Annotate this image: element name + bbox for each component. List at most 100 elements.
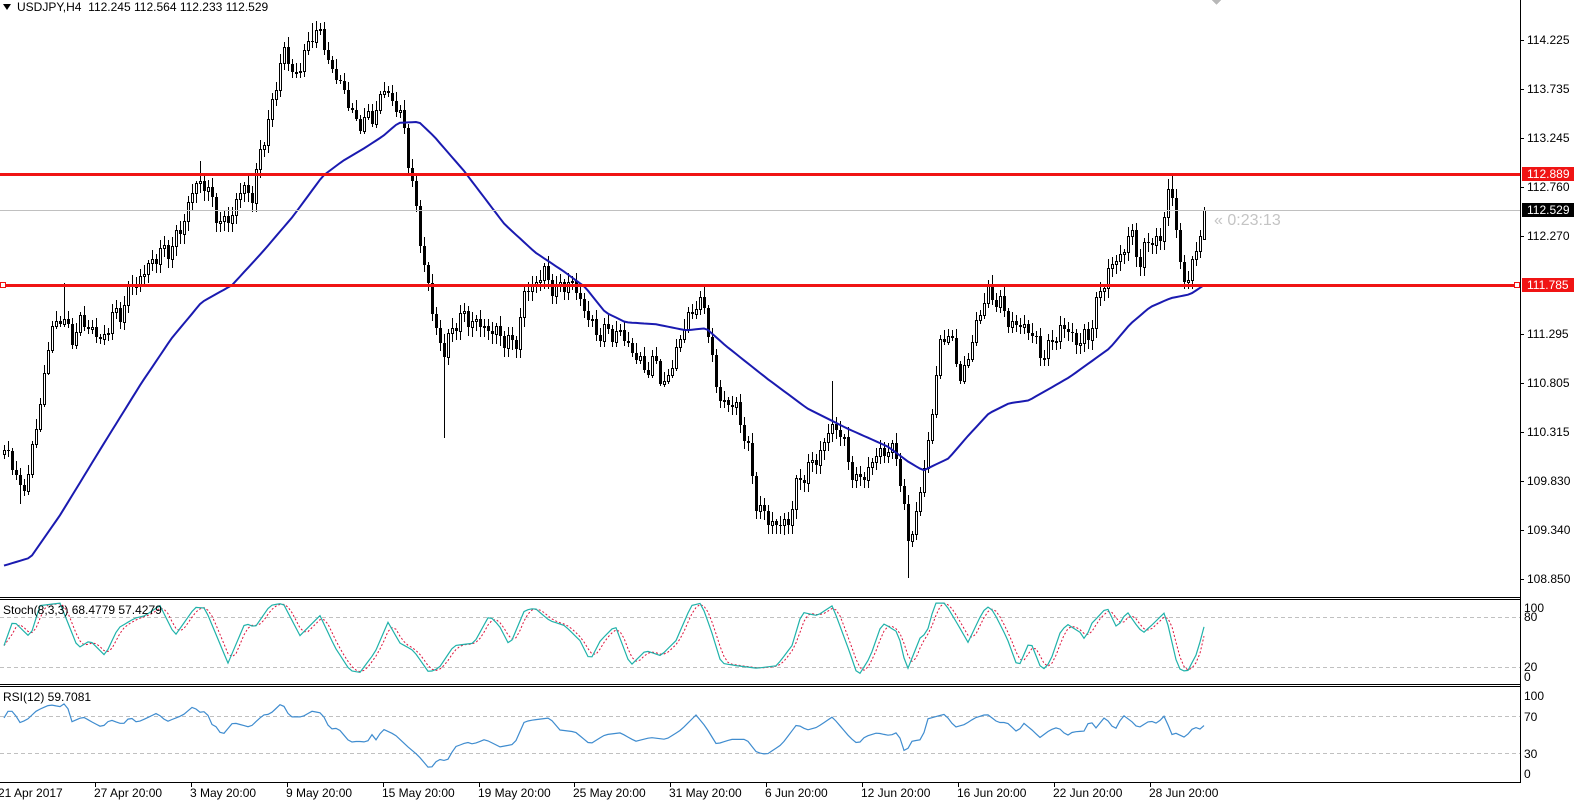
triangle-down-icon[interactable] — [3, 4, 11, 10]
time-axis-tick — [958, 783, 959, 787]
candle — [375, 101, 378, 128]
rsi-panel[interactable] — [0, 703, 1520, 768]
candle — [563, 279, 566, 300]
candle — [867, 457, 870, 488]
candle — [759, 496, 762, 519]
price-axis-tick — [1520, 579, 1524, 580]
candle — [507, 327, 510, 357]
candle — [1011, 312, 1014, 333]
candle — [643, 347, 646, 373]
candle — [751, 433, 754, 484]
candle — [791, 501, 794, 534]
candle — [863, 472, 866, 488]
candle — [111, 304, 114, 340]
candle — [27, 465, 30, 495]
candle — [219, 212, 222, 232]
candle — [359, 115, 362, 134]
candle — [207, 180, 210, 201]
candle — [851, 456, 854, 488]
candle — [499, 316, 502, 346]
chart-canvas[interactable] — [0, 0, 1520, 783]
candle — [763, 498, 766, 520]
candle — [107, 328, 110, 341]
moving-average-line[interactable] — [3, 120, 1205, 567]
candlestick-series — [3, 21, 1206, 578]
price-axis-tick — [1520, 383, 1524, 384]
price-axis-label: 110.315 — [1527, 425, 1570, 439]
candle — [239, 183, 242, 208]
candle — [999, 290, 1002, 313]
candle — [667, 369, 670, 384]
candle — [1075, 329, 1078, 354]
symbol-timeframe: USDJPY,H4 — [17, 0, 82, 14]
candle — [391, 85, 394, 106]
candle — [871, 458, 874, 475]
time-axis-label: 9 May 20:00 — [286, 786, 353, 800]
candle — [427, 262, 430, 291]
candle — [1071, 323, 1074, 342]
candle — [71, 318, 74, 349]
candle — [299, 63, 302, 78]
resistance-price-label: 112.889 — [1522, 167, 1574, 181]
candle — [403, 100, 406, 134]
candle — [855, 467, 858, 488]
candle — [451, 318, 454, 342]
candle — [779, 516, 782, 534]
candle — [251, 186, 254, 212]
candle — [963, 356, 966, 384]
price-axis-label: 112.270 — [1527, 229, 1570, 243]
candle — [607, 315, 610, 334]
candle — [531, 276, 534, 301]
candle — [1135, 223, 1138, 267]
candle — [1203, 207, 1206, 240]
support-line[interactable] — [0, 283, 1520, 287]
candle — [771, 512, 774, 534]
candle — [1155, 228, 1158, 254]
rsi-panel-top-border[interactable] — [0, 686, 1521, 687]
stoch-panel-top-border[interactable] — [0, 599, 1521, 600]
candle — [7, 441, 10, 457]
candle — [703, 287, 706, 314]
stoch-axis-label: 80 — [1524, 610, 1538, 624]
main-panel-bottom-border — [0, 597, 1521, 598]
time-axis-label: 12 Jun 20:00 — [861, 786, 931, 800]
candle — [491, 322, 494, 344]
candle — [155, 254, 158, 273]
candle — [291, 59, 294, 78]
candle — [355, 100, 358, 121]
candle — [1163, 212, 1166, 250]
main-price-panel[interactable] — [3, 21, 1206, 578]
price-axis-label: 109.340 — [1527, 523, 1571, 537]
price-axis-label: 108.850 — [1527, 572, 1571, 586]
candle — [487, 319, 490, 340]
candle — [719, 380, 722, 408]
candle — [551, 274, 554, 304]
resistance-line[interactable] — [0, 172, 1520, 176]
support-line-left-handle[interactable] — [0, 282, 6, 288]
candle — [459, 305, 462, 340]
candle — [583, 293, 586, 318]
time-axis-tick — [862, 783, 863, 787]
price-axis-label: 114.225 — [1527, 33, 1570, 47]
candle — [307, 32, 310, 55]
support-line-right-handle[interactable] — [1514, 282, 1520, 288]
candle — [407, 124, 410, 174]
price-axis-tick — [1520, 89, 1524, 90]
candle — [79, 312, 82, 336]
candle — [31, 441, 34, 478]
candle — [723, 391, 726, 408]
time-axis-tick — [287, 783, 288, 787]
stoch-panel-bottom-border — [0, 684, 1521, 685]
candle — [447, 329, 450, 365]
chart-shift-marker-icon[interactable] — [1212, 0, 1221, 5]
candle — [327, 42, 330, 64]
price-axis-label: 111.295 — [1527, 327, 1569, 341]
candle — [519, 308, 522, 358]
candle — [1103, 284, 1106, 301]
candle — [75, 323, 78, 349]
candle — [967, 353, 970, 368]
candle — [1131, 224, 1134, 245]
stochastic-panel[interactable] — [0, 602, 1520, 675]
candle — [843, 434, 846, 446]
candle — [1023, 315, 1026, 334]
